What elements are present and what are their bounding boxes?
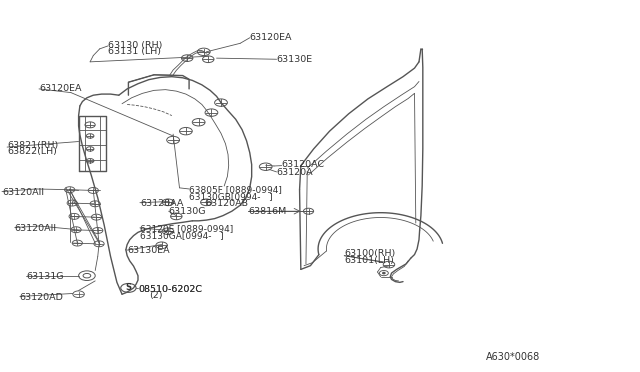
Text: 63821(RH): 63821(RH) [7, 141, 58, 150]
Text: 63130G: 63130G [169, 208, 206, 217]
Text: (2): (2) [149, 291, 163, 300]
Text: 08510-6202C: 08510-6202C [138, 285, 202, 294]
Text: 63130 (RH): 63130 (RH) [108, 41, 163, 50]
Text: 63130E: 63130E [276, 55, 313, 64]
Text: 63120EA: 63120EA [250, 33, 292, 42]
Text: 63130GB[0994-   ]: 63130GB[0994- ] [189, 192, 273, 201]
Text: 63805F [0889-0994]: 63805F [0889-0994] [189, 185, 282, 194]
Text: 63131G: 63131G [26, 272, 64, 281]
Text: 63100(RH): 63100(RH) [344, 249, 396, 258]
Text: 63130EA: 63130EA [127, 246, 170, 255]
Text: 63120AC: 63120AC [282, 160, 325, 169]
Text: 63130GA[0994-   ]: 63130GA[0994- ] [140, 231, 223, 240]
Text: 63131 (LH): 63131 (LH) [108, 47, 161, 56]
Text: 63120AB: 63120AB [205, 199, 248, 208]
Text: 63101(LH): 63101(LH) [344, 256, 394, 264]
Text: 63120EA: 63120EA [39, 84, 81, 93]
Text: 63120A: 63120A [276, 168, 313, 177]
Text: 63120AII: 63120AII [2, 188, 44, 197]
Text: 63816M: 63816M [248, 208, 287, 217]
Text: 63120E [0889-0994]: 63120E [0889-0994] [140, 224, 233, 233]
Text: S: S [125, 283, 131, 292]
Text: 63120AD: 63120AD [20, 293, 64, 302]
Circle shape [383, 272, 385, 274]
Text: 63120AII: 63120AII [15, 224, 57, 233]
Text: 63120AA: 63120AA [140, 199, 183, 208]
Text: A630*0068: A630*0068 [486, 352, 540, 362]
Text: 08510-6202C: 08510-6202C [138, 285, 202, 294]
Text: 63822(LH): 63822(LH) [7, 147, 57, 156]
